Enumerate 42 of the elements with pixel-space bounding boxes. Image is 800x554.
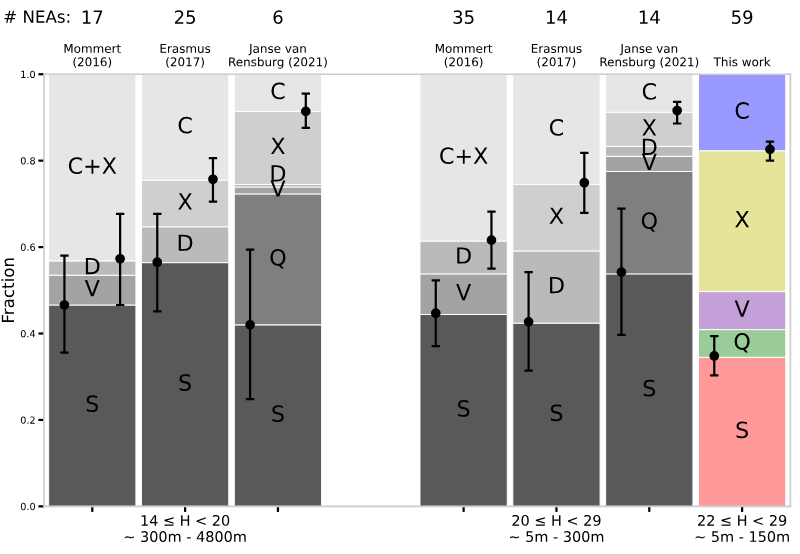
text: C (642, 82, 656, 100)
text: C (735, 102, 749, 119)
text: D (271, 165, 286, 182)
series-label: S (643, 379, 656, 397)
text: S (458, 400, 470, 417)
text: S (736, 421, 748, 439)
text: V (270, 180, 286, 197)
text: Q (641, 212, 657, 232)
text: S (86, 395, 99, 413)
text: 14 (639, 10, 660, 24)
text: X (178, 193, 193, 210)
text: V (734, 300, 750, 317)
series-label: C (271, 82, 285, 100)
series-label: V (641, 153, 657, 171)
text: 25 (174, 10, 196, 24)
text: 6 (273, 10, 283, 24)
y-axis-title: Fraction (1, 258, 15, 322)
text: V (84, 280, 100, 297)
text: S (179, 374, 191, 391)
text: X (549, 207, 564, 224)
text: D (85, 257, 100, 275)
text: X (271, 137, 285, 155)
text: C (549, 118, 564, 136)
text: D (178, 234, 193, 251)
text: V (456, 284, 472, 301)
series-label: D (642, 138, 657, 155)
series-label: Q (734, 333, 750, 353)
series-label: C+X (440, 147, 488, 165)
text: 35 (453, 10, 474, 24)
text: S (550, 404, 563, 422)
series-label: X (642, 119, 657, 136)
text: D (550, 276, 564, 294)
text: 14 (546, 10, 567, 24)
text: S (272, 405, 284, 423)
text: C (178, 116, 192, 134)
text: # NEAs: (4, 10, 70, 23)
text: D (457, 247, 471, 264)
text: X (735, 211, 750, 228)
text: 17 (82, 10, 103, 24)
text: C+X (68, 157, 117, 175)
text: 59 (732, 10, 753, 24)
text: Q (270, 249, 286, 269)
